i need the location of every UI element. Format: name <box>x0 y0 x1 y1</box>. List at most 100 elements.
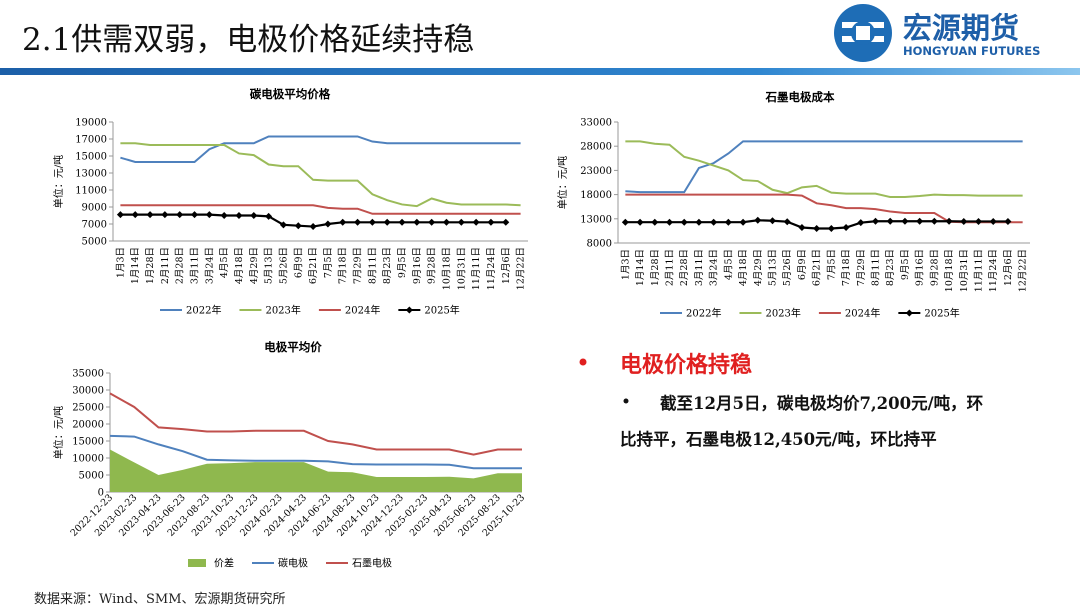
x-tick-label: 6月21日 <box>812 249 823 286</box>
legend-label: 2022年 <box>186 304 221 317</box>
x-tick-label: 8月23日 <box>885 249 896 286</box>
y-tick-label: 28000 <box>580 142 612 153</box>
x-tick-label: 10月31日 <box>456 247 467 290</box>
x-tick-label: 8月11日 <box>871 249 882 286</box>
y-tick-label: 0 <box>98 488 104 499</box>
x-tick-label: 1月14日 <box>635 249 646 286</box>
marker <box>220 212 228 219</box>
line <box>120 135 521 163</box>
marker <box>960 217 968 225</box>
marker <box>916 217 924 225</box>
marker <box>827 224 835 232</box>
y-tick-label: 11000 <box>75 186 107 197</box>
y-tick-label: 13000 <box>580 214 612 225</box>
marker <box>739 218 747 226</box>
marker <box>176 211 184 219</box>
legend-label: 2023年 <box>265 304 300 317</box>
marker <box>636 218 644 226</box>
marker <box>680 218 688 226</box>
x-tick-label: 11月11日 <box>471 247 482 290</box>
line <box>120 142 521 208</box>
legend-label: 价差 <box>214 557 234 570</box>
marker <box>265 212 273 220</box>
header-band <box>0 68 1080 75</box>
marker <box>383 218 391 226</box>
legend-label: 碳电极 <box>278 557 308 570</box>
marker <box>857 219 865 227</box>
x-tick-label: 2月28日 <box>679 249 690 286</box>
marker <box>324 220 332 228</box>
marker <box>428 218 436 226</box>
y-tick-label: 9000 <box>82 203 107 214</box>
x-tick-label: 2月11日 <box>160 247 171 284</box>
marker <box>191 211 199 219</box>
x-tick-label: 5月26日 <box>278 247 289 284</box>
y-tick-label: 33000 <box>580 118 612 129</box>
marker <box>710 218 718 226</box>
legend-marker <box>905 309 913 317</box>
x-tick-label: 10月18日 <box>441 247 452 290</box>
x-tick-label: 12月6日 <box>501 247 512 284</box>
x-tick-label: 12月22日 <box>516 247 527 290</box>
bullet-text: 比持平，石墨电极12,450元/吨，环比持平 <box>620 430 937 449</box>
marker <box>116 211 124 219</box>
marker <box>205 211 213 219</box>
x-tick-label: 11月11日 <box>974 249 985 292</box>
y-tick-label: 7000 <box>82 220 107 231</box>
y-tick-label: 10000 <box>72 454 104 465</box>
y-tick-label: 13000 <box>75 169 107 180</box>
x-tick-label: 4月5日 <box>219 247 230 278</box>
y-tick-label: 5000 <box>82 237 107 248</box>
x-tick-label: 5月13日 <box>264 247 275 284</box>
y-tick-label: 35000 <box>72 369 104 380</box>
line <box>625 140 1023 199</box>
bullet-dot <box>623 398 629 404</box>
legend-label: 2024年 <box>845 307 880 320</box>
legend-marker <box>405 306 413 314</box>
marker <box>309 223 317 231</box>
marker <box>813 224 821 232</box>
marker <box>769 217 776 225</box>
marker <box>502 218 510 226</box>
logo-icon <box>834 4 892 62</box>
x-tick-label: 8月23日 <box>382 247 393 284</box>
x-tick-label: 6月9日 <box>293 247 304 278</box>
marker <box>724 218 732 226</box>
marker <box>886 217 894 225</box>
marker <box>413 218 421 226</box>
marker <box>945 217 953 225</box>
legend-swatch <box>188 559 206 567</box>
x-tick-label: 7月5日 <box>323 247 334 278</box>
marker <box>695 218 703 226</box>
marker <box>975 217 982 225</box>
x-tick-label: 9月28日 <box>929 249 940 286</box>
marker <box>472 218 480 226</box>
marker <box>398 218 406 226</box>
marker <box>339 218 347 226</box>
x-tick-label: 7月29日 <box>353 247 364 284</box>
marker <box>783 218 791 226</box>
y-tick-label: 20000 <box>72 420 104 431</box>
y-tick-label: 15000 <box>72 437 104 448</box>
x-tick-label: 12月6日 <box>1003 249 1014 286</box>
x-tick-label: 1月3日 <box>620 249 631 280</box>
x-tick-label: 2月28日 <box>175 247 186 284</box>
x-tick-label: 9月5日 <box>900 249 911 280</box>
y-tick-label: 25000 <box>72 403 104 414</box>
marker <box>989 217 997 225</box>
area <box>110 449 522 492</box>
x-tick-label: 9月16日 <box>915 249 926 286</box>
x-tick-label: 1月28日 <box>650 249 661 286</box>
marker <box>754 216 762 224</box>
x-tick-label: 12月22日 <box>1018 249 1029 292</box>
marker <box>621 218 629 226</box>
marker <box>457 218 465 226</box>
line <box>625 193 1023 224</box>
marker <box>131 211 139 219</box>
y-tick-label: 5000 <box>79 471 104 482</box>
line <box>109 434 522 470</box>
legend-label: 2025年 <box>424 304 459 317</box>
marker <box>651 218 659 226</box>
y-tick-label: 19000 <box>75 118 107 129</box>
